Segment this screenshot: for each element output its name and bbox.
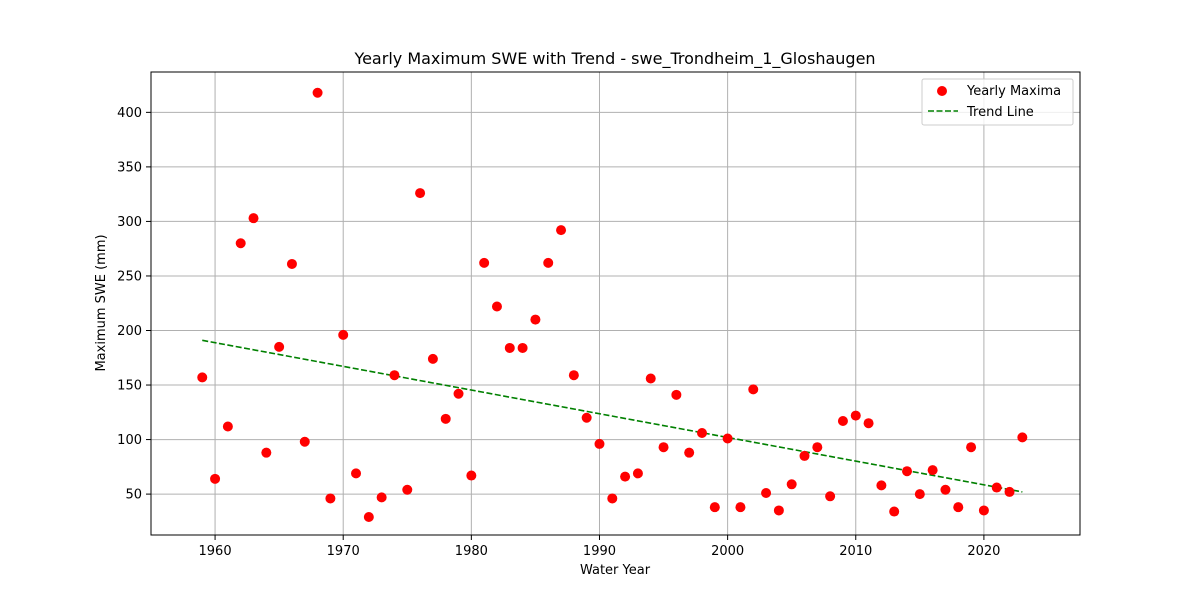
data-point-1978 (440, 413, 451, 424)
scatter-points (197, 87, 1028, 523)
x-tick-label: 2020 (967, 544, 1000, 559)
data-point-1997 (684, 447, 695, 458)
data-point-1980 (466, 470, 477, 481)
x-tick-label: 1960 (199, 544, 232, 559)
legend: Yearly Maxima Trend Line (921, 78, 1074, 126)
data-point-1983 (504, 342, 515, 353)
data-point-1959 (197, 372, 208, 383)
data-point-1985 (530, 314, 541, 325)
data-point-1986 (543, 257, 554, 268)
data-point-1963 (248, 213, 259, 224)
data-point-1984 (517, 342, 528, 353)
trend-line-layer (202, 339, 1023, 493)
data-point-1977 (427, 353, 438, 364)
legend-label-yearly-maxima: Yearly Maxima (966, 84, 1061, 99)
y-tick-label: 250 (117, 269, 142, 284)
y-tick-label: 350 (117, 160, 142, 175)
data-point-2000 (722, 433, 733, 444)
trend-line (202, 339, 1023, 493)
data-point-2002 (748, 384, 759, 395)
data-point-2015 (914, 489, 925, 500)
x-axis-ticks: 1960 1970 1980 1990 2000 2010 2020 (199, 535, 1000, 559)
data-point-2019 (966, 442, 977, 453)
y-tick-label: 300 (117, 215, 142, 230)
data-point-1987 (556, 225, 567, 236)
data-point-2009 (837, 416, 848, 427)
y-axis-ticks: 50 100 150 200 250 300 350 400 (117, 106, 151, 503)
data-point-1967 (299, 436, 310, 447)
data-point-1976 (415, 188, 426, 199)
data-point-2001 (735, 502, 746, 513)
data-point-1993 (632, 468, 643, 479)
data-point-1992 (620, 471, 631, 482)
data-point-1970 (338, 329, 349, 340)
data-point-2011 (863, 418, 874, 429)
y-tick-label: 200 (117, 324, 142, 339)
data-point-1999 (709, 502, 720, 513)
data-point-2022 (1004, 486, 1015, 497)
data-point-1961 (222, 421, 233, 432)
data-point-1991 (607, 493, 618, 504)
x-axis-label: Water Year (580, 563, 651, 578)
legend-box (921, 78, 1074, 126)
data-point-1994 (645, 373, 656, 384)
x-tick-label: 1990 (583, 544, 616, 559)
data-point-1998 (696, 428, 707, 439)
data-point-2007 (812, 442, 823, 453)
data-point-2020 (978, 505, 989, 516)
data-point-1996 (671, 389, 682, 400)
data-point-2012 (876, 480, 887, 491)
data-point-2018 (953, 502, 964, 513)
grid-lines (151, 72, 1080, 535)
data-point-1969 (325, 493, 336, 504)
data-point-1960 (210, 473, 221, 484)
x-tick-label: 2010 (839, 544, 872, 559)
data-point-1973 (376, 492, 387, 503)
data-point-1989 (581, 412, 592, 423)
data-point-2006 (799, 450, 810, 461)
data-point-1975 (402, 484, 413, 495)
x-tick-label: 2000 (711, 544, 744, 559)
data-point-2010 (850, 410, 861, 421)
data-point-2014 (902, 466, 913, 477)
data-point-2017 (940, 484, 951, 495)
data-point-1982 (491, 301, 502, 312)
data-point-2005 (786, 479, 797, 490)
data-point-2008 (825, 491, 836, 502)
data-point-1995 (658, 442, 669, 453)
data-point-1968 (312, 87, 323, 98)
data-point-2013 (889, 506, 900, 517)
data-point-1964 (261, 447, 272, 458)
legend-label-trend-line: Trend Line (966, 105, 1034, 120)
data-point-1971 (351, 468, 362, 479)
data-point-1972 (363, 512, 374, 523)
data-point-1979 (453, 388, 464, 399)
data-point-1990 (594, 438, 605, 449)
data-point-1965 (274, 341, 285, 352)
data-point-1981 (479, 257, 490, 268)
data-point-2016 (927, 465, 938, 476)
y-tick-label: 100 (117, 433, 142, 448)
data-point-2021 (991, 482, 1002, 493)
data-point-1966 (286, 258, 297, 269)
data-point-1962 (235, 238, 246, 249)
plot-frame (150, 71, 1081, 536)
data-point-2004 (773, 505, 784, 516)
data-point-2023 (1017, 432, 1028, 443)
y-axis-label: Maximum SWE (mm) (94, 234, 109, 371)
data-point-2003 (761, 488, 772, 499)
y-tick-label: 400 (117, 106, 142, 121)
data-point-1988 (568, 370, 579, 381)
data-point-1974 (389, 370, 400, 381)
x-tick-label: 1980 (455, 544, 488, 559)
y-tick-label: 150 (117, 379, 142, 394)
y-tick-label: 50 (125, 488, 142, 503)
chart-title: Yearly Maximum SWE with Trend - swe_Tron… (353, 49, 875, 69)
legend-marker-yearly-maxima (937, 86, 947, 96)
x-tick-label: 1970 (327, 544, 360, 559)
